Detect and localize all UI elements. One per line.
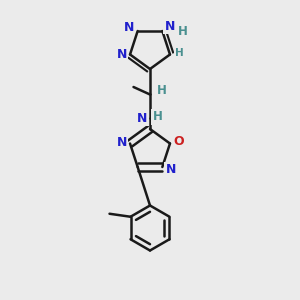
Text: H: H — [153, 110, 162, 124]
Text: H: H — [178, 25, 188, 38]
Text: H: H — [157, 84, 166, 98]
Text: H: H — [175, 48, 184, 58]
Text: N: N — [116, 48, 127, 61]
Text: O: O — [174, 135, 184, 148]
Text: N: N — [137, 112, 148, 125]
Text: N: N — [116, 136, 127, 148]
Text: N: N — [165, 20, 175, 33]
Text: N: N — [166, 163, 176, 176]
Text: N: N — [124, 21, 134, 34]
